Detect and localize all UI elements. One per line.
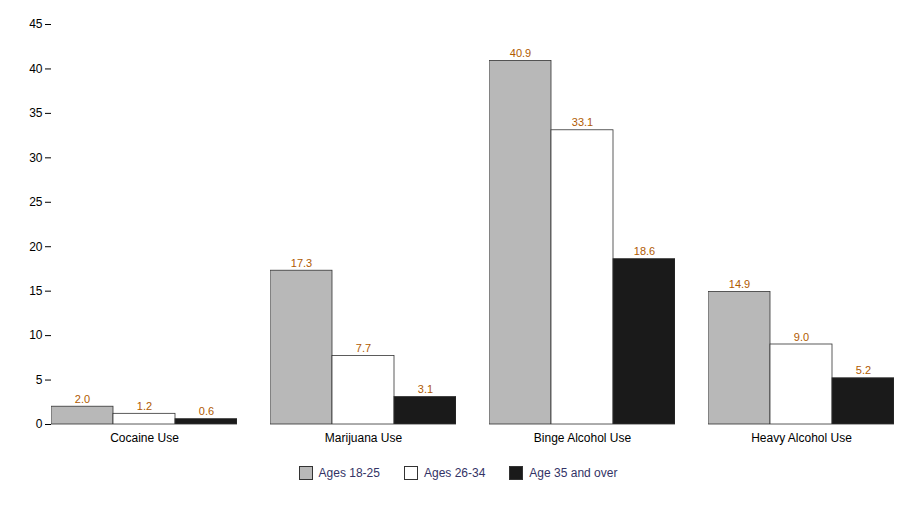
svg-text:0.6: 0.6: [199, 405, 214, 417]
svg-text:40.9: 40.9: [510, 47, 531, 59]
svg-text:14.9: 14.9: [729, 278, 750, 290]
svg-text:Binge Alcohol Use: Binge Alcohol Use: [534, 431, 632, 445]
svg-text:5.2: 5.2: [856, 364, 871, 376]
svg-text:1.2: 1.2: [137, 400, 152, 412]
svg-text:3.1: 3.1: [418, 383, 433, 395]
svg-text:5: 5: [36, 373, 43, 387]
svg-text:20: 20: [29, 240, 43, 254]
svg-text:45: 45: [29, 17, 43, 31]
svg-text:17.3: 17.3: [291, 257, 312, 269]
svg-text:33.1: 33.1: [572, 116, 593, 128]
svg-text:2.0: 2.0: [75, 393, 90, 405]
svg-text:Marijuana Use: Marijuana Use: [325, 431, 403, 445]
svg-text:Cocaine Use: Cocaine Use: [110, 431, 179, 445]
svg-text:10: 10: [29, 328, 43, 342]
svg-text:7.7: 7.7: [356, 342, 371, 354]
html-text:Age 35 and over: Age 35 and over: [529, 466, 618, 480]
svg-text:Heavy Alcohol Use: Heavy Alcohol Use: [751, 431, 852, 445]
svg-text:0: 0: [36, 417, 43, 431]
svg-text:18.6: 18.6: [634, 245, 655, 257]
svg-text:40: 40: [29, 62, 43, 76]
html-text:Ages 26-34: Ages 26-34: [424, 466, 486, 480]
svg-text:9.0: 9.0: [794, 331, 809, 343]
svg-text:35: 35: [29, 106, 43, 120]
svg-text:30: 30: [29, 151, 43, 165]
svg-text:15: 15: [29, 284, 43, 298]
html-text:Ages 18-25: Ages 18-25: [318, 466, 380, 480]
svg-text:25: 25: [29, 195, 43, 209]
